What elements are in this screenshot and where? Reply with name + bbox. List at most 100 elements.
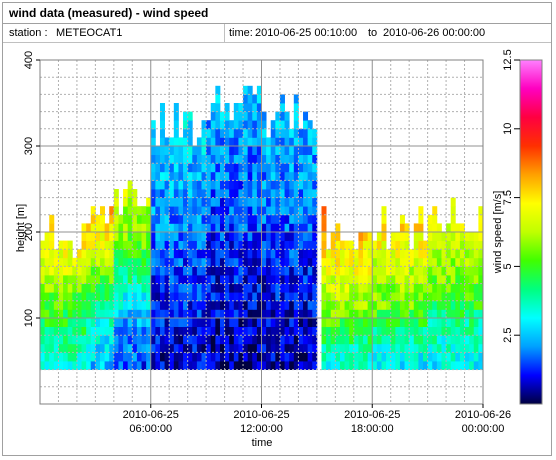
heatmap-cell [164,163,170,173]
heatmap-cell [441,335,447,345]
heatmap-cell [441,249,447,259]
heatmap-cell [256,214,262,224]
heatmap-cell [404,318,410,327]
heatmap-cell [210,214,216,224]
heatmap-cell [446,300,452,310]
heatmap-cell [109,335,115,345]
heatmap-cell [141,275,147,284]
heatmap-cell [386,335,392,345]
heatmap-cell [150,257,156,267]
heatmap-cell [159,266,165,276]
heatmap-cell [298,361,304,370]
heatmap-cell [76,292,82,302]
heatmap-cell [183,120,189,130]
heatmap-cell [473,352,479,362]
heatmap-cell [183,128,189,138]
heatmap-cell [372,318,378,327]
heatmap-cell [418,240,424,250]
heatmap-cell [339,275,345,284]
heatmap-cell [173,163,179,173]
heatmap-cell [215,154,221,164]
heatmap-cell [279,240,285,250]
heatmap-cell [178,292,184,302]
heatmap-cell [224,232,230,241]
heatmap-cell [58,240,64,250]
heatmap-cell [303,343,309,353]
heatmap-cell [109,300,115,310]
heatmap-cell [252,120,258,130]
heatmap-cell [159,111,165,121]
heatmap-cell [210,137,216,147]
heatmap-cell [173,214,179,224]
heatmap-cell [192,309,198,319]
heatmap-cell [436,249,442,259]
heatmap-cell [284,180,290,190]
heatmap-cell [201,120,207,130]
heatmap-cell [146,240,152,250]
heatmap-cell [358,266,364,276]
heatmap-cell [432,275,438,284]
heatmap-cell [76,283,82,293]
heatmap-cell [183,283,189,293]
heatmap-cell [44,292,50,302]
heatmap-cell [219,128,225,138]
heatmap-cell [72,318,78,327]
heatmap-cell [113,266,119,276]
heatmap-cell [321,352,327,362]
heatmap-cell [427,326,433,336]
heatmap-cell [303,249,309,259]
heatmap-cell [196,318,202,327]
heatmap-cell [178,206,184,216]
heatmap-cell [150,180,156,190]
x-tick-time: 12:00:00 [240,423,283,435]
heatmap-cell [192,275,198,284]
heatmap-cell [473,240,479,250]
heatmap-cell [307,352,313,362]
heatmap-cell [413,300,419,310]
heatmap-cell [206,171,212,181]
heatmap-cell [469,300,475,310]
heatmap-cell [261,352,267,362]
heatmap-cell [266,206,272,216]
heatmap-cell [381,240,387,250]
heatmap-cell [303,361,309,370]
heatmap-cell [270,146,276,155]
heatmap-cell [58,318,64,327]
heatmap-cell [252,94,258,104]
heatmap-cell [247,111,253,121]
heatmap-cell [127,180,133,190]
heatmap-cell [146,326,152,336]
heatmap-cell [353,249,359,259]
heatmap-cell [187,249,193,259]
heatmap-cell [367,257,373,267]
heatmap-cell [381,266,387,276]
heatmap-cell [118,223,124,233]
heatmap-cell [478,249,484,259]
heatmap-cell [233,352,239,362]
heatmap-cell [413,292,419,302]
heatmap-cell [473,361,479,370]
heatmap-cell [187,171,193,181]
heatmap-cell [247,232,253,241]
heatmap-cell [219,154,225,164]
heatmap-cell [432,292,438,302]
heatmap-cell [284,249,290,259]
heatmap-cell [252,326,258,336]
heatmap-cell [353,275,359,284]
heatmap-cell [450,343,456,353]
heatmap-cell [49,249,55,259]
heatmap-cell [303,326,309,336]
heatmap-cell [298,343,304,353]
heatmap-cell [298,206,304,216]
heatmap-cell [307,283,313,293]
heatmap-cell [196,352,202,362]
heatmap-cell [210,154,216,164]
heatmap-cell [464,292,470,302]
heatmap-cell [261,249,267,259]
heatmap-cell [326,361,332,370]
heatmap-cell [58,335,64,345]
heatmap-cell [270,249,276,259]
heatmap-cell [40,292,46,302]
heatmap-cell [164,197,170,207]
heatmap-cell [469,343,475,353]
